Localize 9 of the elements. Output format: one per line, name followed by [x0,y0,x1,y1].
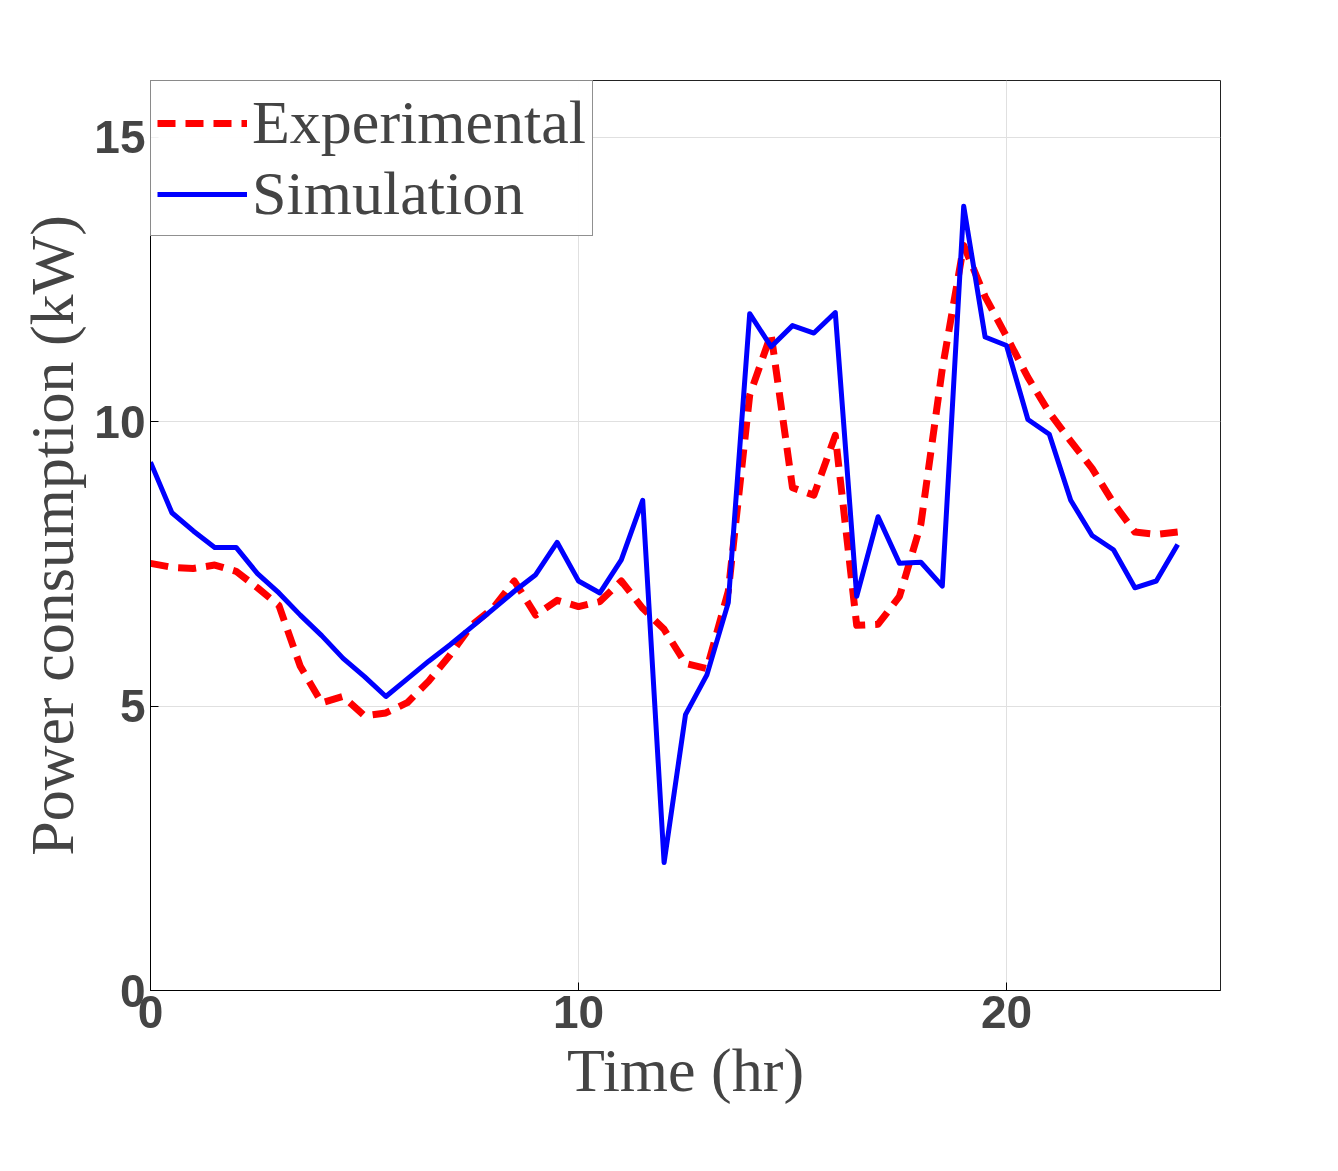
y-tick-label: 5 [119,680,146,733]
y-tick-label: 15 [94,111,146,164]
y-axis-title: Power consumption (kW) [18,215,88,856]
legend-label: Experimental [252,87,586,158]
x-tick-label: 10 [552,985,605,1038]
legend-label: Simulation [252,158,525,229]
y-tick-label: 10 [94,395,146,448]
x-axis-title: Time (hr) [566,1035,805,1105]
x-tick-label: 20 [980,985,1033,1038]
